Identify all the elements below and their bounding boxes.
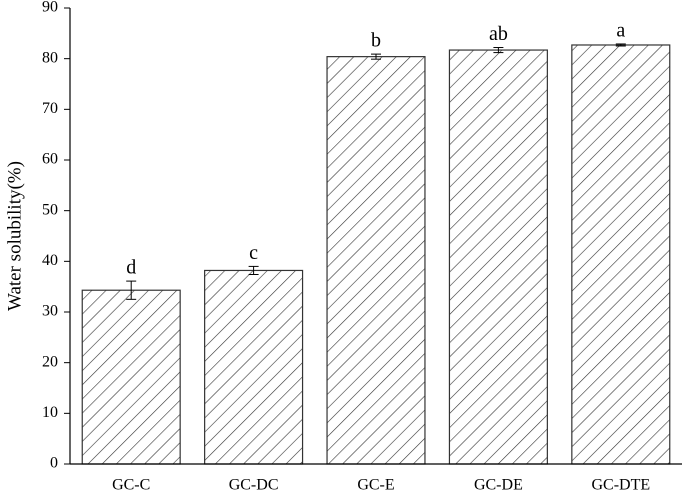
x-tick-label: GC-E — [357, 477, 394, 494]
error-bar — [615, 43, 626, 47]
y-tick-label: 10 — [42, 404, 58, 421]
y-axis-label: Water solubility(%) — [4, 161, 25, 311]
error-bar — [126, 280, 137, 300]
error-bar — [371, 53, 381, 60]
x-tick-label: GC-C — [112, 477, 150, 494]
y-tick-label: 90 — [42, 0, 58, 16]
significance-label: b — [371, 30, 381, 52]
x-tick-label: GC-DTE — [591, 477, 650, 494]
y-tick-label: 50 — [42, 201, 58, 218]
y-tick-label: 0 — [50, 455, 58, 472]
significance-label: d — [126, 257, 136, 279]
y-tick-label: 20 — [42, 353, 58, 370]
y-tick-label: 40 — [42, 252, 58, 269]
bar — [448, 49, 548, 465]
error-bar — [248, 265, 259, 276]
bar — [204, 269, 304, 465]
bar — [81, 289, 181, 465]
bar — [326, 56, 426, 465]
significance-label: a — [616, 20, 625, 42]
y-tick-label: 70 — [42, 100, 58, 117]
significance-label: ab — [489, 23, 508, 45]
y-tick-label: 80 — [42, 49, 58, 66]
y-tick-label: 30 — [42, 303, 58, 320]
y-tick-label: 60 — [42, 151, 58, 168]
error-bar — [493, 47, 504, 54]
bar — [571, 44, 671, 465]
x-tick-label: GC-DC — [229, 477, 279, 494]
x-tick-label: GC-DE — [474, 477, 523, 494]
significance-label: c — [249, 242, 258, 264]
